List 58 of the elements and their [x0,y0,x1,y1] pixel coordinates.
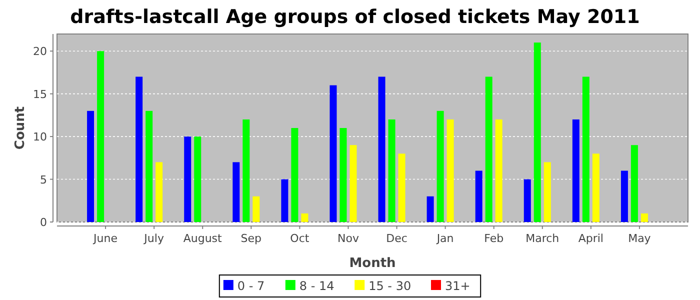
bar [184,136,192,222]
legend-label: 15 - 30 [368,279,412,293]
x-tick-label: March [526,232,560,245]
bar [301,213,308,222]
bar [388,119,396,222]
x-tick-label: Dec [386,232,408,245]
bar [87,110,94,222]
y-tick-label: 20 [33,45,47,58]
x-tick-label: May [628,232,652,245]
y-tick-label: 15 [33,88,47,101]
bar [534,42,541,222]
bar [156,162,163,222]
bar [436,110,444,222]
x-tick-label: June [92,232,118,245]
x-tick-label: April [578,232,604,245]
bar [572,119,580,222]
x-tick-label: August [183,232,223,245]
bar [630,145,638,222]
bar [194,136,202,222]
bar [398,154,406,222]
bar [446,119,454,222]
x-tick-label: Oct [290,232,310,245]
bar [582,76,590,222]
bar [592,154,600,222]
legend-label: 0 - 7 [237,279,265,293]
bar [524,179,531,222]
bar [291,128,298,222]
y-tick-label: 10 [33,130,47,144]
bar [640,213,648,222]
bar [340,128,347,222]
bar [475,170,482,222]
bar [426,196,434,222]
bar [146,110,153,222]
x-tick-label: July [143,232,164,245]
x-tick-label: Jan [436,232,454,245]
y-tick-label: 0 [40,216,47,229]
x-axis-title: Month [349,256,396,271]
bar [242,119,250,222]
y-axis-title: Count [13,106,28,150]
bar [136,76,143,222]
bar [544,162,551,222]
x-tick-label: Nov [337,232,360,245]
x-tick-label: Feb [484,232,504,245]
bar [281,179,288,222]
chart-title: drafts-lastcall Age groups of closed tickets May 2011 [70,6,640,28]
bar [485,76,492,222]
x-tick-label: Sep [240,232,262,245]
bar [378,76,386,222]
bar [97,51,104,222]
y-tick-label: 5 [40,173,47,186]
bar [495,119,502,222]
bar [232,162,240,222]
bar [330,85,337,222]
bar [252,196,260,222]
legend-label: 31+ [445,279,470,293]
bar [350,145,357,222]
legend-label: 8 - 14 [299,279,334,293]
bar [620,170,628,222]
